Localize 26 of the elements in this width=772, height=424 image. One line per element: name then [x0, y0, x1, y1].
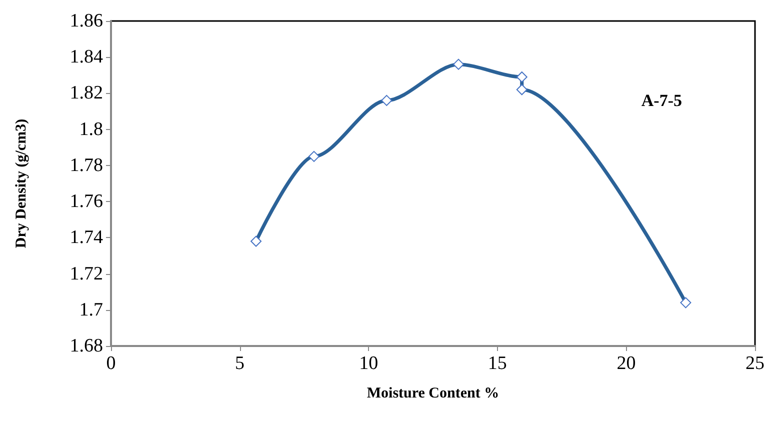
y-tick-label: 1.76: [70, 191, 103, 212]
x-tick-label: 20: [616, 353, 636, 374]
x-tick-label: 5: [235, 353, 245, 374]
y-tick-label: 1.82: [70, 82, 103, 104]
y-axis-title: Dry Density (g/cm3): [14, 118, 30, 248]
y-tick-label: 1.68: [70, 336, 103, 356]
x-tick-label: 25: [746, 353, 764, 374]
annotation: A-7-5: [641, 91, 682, 110]
point: [680, 297, 692, 308]
y-tick-label: 1.86: [70, 10, 103, 32]
y-tick-label: 1.7: [79, 299, 103, 320]
point: [516, 84, 528, 96]
x-tick-label: 15: [488, 353, 507, 374]
y-tick-label: 1.72: [70, 263, 103, 284]
x-tick-label: 10: [359, 353, 378, 374]
x-tick-label: 0: [106, 353, 116, 374]
y-tick-label: 1.78: [70, 154, 103, 176]
point: [453, 58, 464, 70]
point: [308, 150, 320, 162]
point: [516, 71, 528, 82]
point: [250, 236, 262, 247]
y-tick-label: 1.84: [70, 46, 104, 68]
y-tick-label: 1.8: [79, 118, 103, 140]
y-tick-label: 1.74: [70, 227, 104, 248]
x-axis-title: Moisture Content %: [366, 386, 500, 402]
point: [381, 94, 392, 106]
